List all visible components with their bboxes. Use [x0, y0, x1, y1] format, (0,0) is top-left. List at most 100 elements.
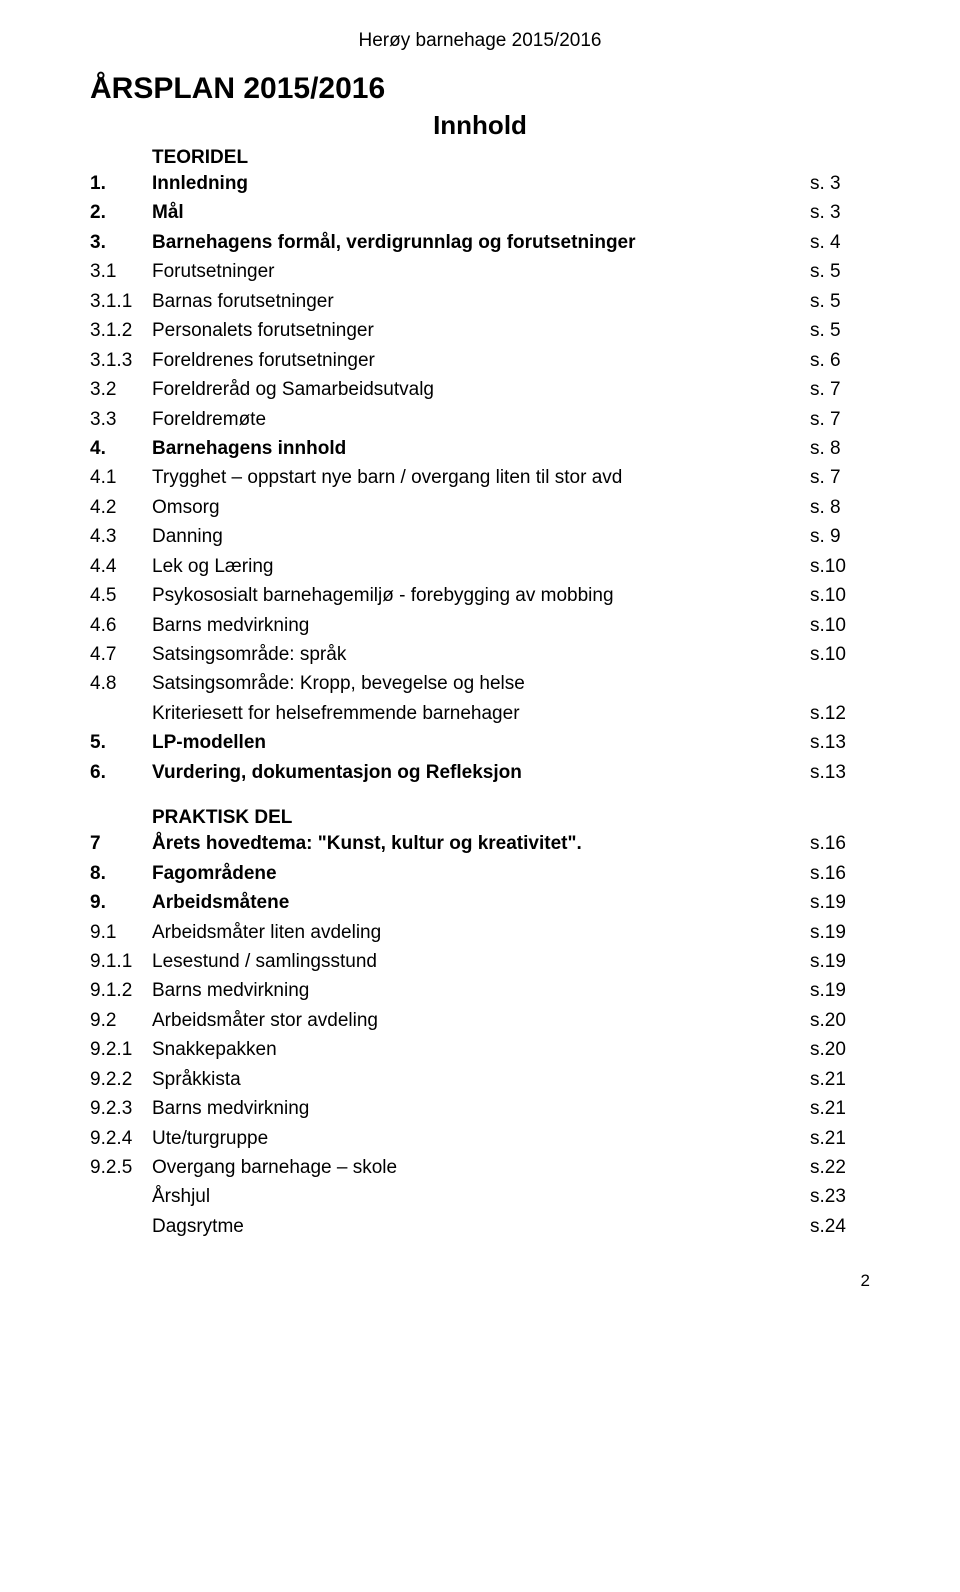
toc-row-page: s. 8 — [810, 434, 870, 463]
toc-row-label: Foreldremøte — [152, 405, 810, 434]
toc-row-label: Lesestund / samlingsstund — [152, 947, 810, 976]
toc-row-number: 9.2.4 — [90, 1124, 152, 1153]
toc-row-page: s.16 — [810, 829, 870, 858]
toc-row: Årshjuls.23 — [90, 1182, 870, 1211]
toc-row-number: 9.2 — [90, 1006, 152, 1035]
toc-row-page: s.12 — [810, 699, 870, 728]
toc-row: 7Årets hovedtema: "Kunst, kultur og krea… — [90, 829, 870, 858]
toc-row-label: Arbeidsmåter stor avdeling — [152, 1006, 810, 1035]
toc-row-number: 5. — [90, 728, 152, 757]
toc-row-number: 3.2 — [90, 375, 152, 404]
toc-row-label: Trygghet – oppstart nye barn / overgang … — [152, 463, 810, 492]
toc-row: Kriteriesett for helsefremmende barnehag… — [90, 699, 870, 728]
section-heading-praktisk: PRAKTISK DEL — [152, 807, 870, 829]
toc-row-label: LP-modellen — [152, 728, 810, 757]
toc-row-page: s.24 — [810, 1212, 870, 1241]
toc-row: 9.2.2Språkkistas.21 — [90, 1065, 870, 1094]
toc-row-label: Årshjul — [152, 1182, 810, 1211]
toc-row-page: s.16 — [810, 859, 870, 888]
toc-row-number: 9.2.1 — [90, 1035, 152, 1064]
toc-row: 4.1Trygghet – oppstart nye barn / overga… — [90, 463, 870, 492]
toc-row-number: 4.8 — [90, 669, 152, 698]
toc-row-number: 4.6 — [90, 611, 152, 640]
toc-row-page: s. 7 — [810, 405, 870, 434]
document-subtitle: Innhold — [90, 110, 870, 141]
toc-row-number: 9. — [90, 888, 152, 917]
toc-row-page: s.13 — [810, 758, 870, 787]
toc-row-label: Ute/turgruppe — [152, 1124, 810, 1153]
toc-row: 4.3Dannings. 9 — [90, 522, 870, 551]
toc-row-label: Lek og Læring — [152, 552, 810, 581]
toc-row-page: s.23 — [810, 1182, 870, 1211]
toc-row-label: Årets hovedtema: "Kunst, kultur og kreat… — [152, 829, 810, 858]
document-title: ÅRSPLAN 2015/2016 — [90, 72, 870, 106]
toc-row-number: 4.2 — [90, 493, 152, 522]
toc-row-page: s.13 — [810, 728, 870, 757]
toc-row-number: 2. — [90, 198, 152, 227]
toc-row-label: Barns medvirkning — [152, 1094, 810, 1123]
toc-row-label: Satsingsområde: språk — [152, 640, 810, 669]
toc-row-number: 3.3 — [90, 405, 152, 434]
section-gap — [90, 787, 870, 805]
toc-row-number: 9.2.2 — [90, 1065, 152, 1094]
toc-row-page: s.21 — [810, 1094, 870, 1123]
toc-row-number: 3.1.1 — [90, 287, 152, 316]
toc-row-page: s. 3 — [810, 169, 870, 198]
toc-row: 3.2Foreldreråd og Samarbeidsutvalgs. 7 — [90, 375, 870, 404]
toc-row-label: Barnehagens formål, verdigrunnlag og for… — [152, 228, 810, 257]
toc-row-label: Arbeidsmåter liten avdeling — [152, 918, 810, 947]
toc-row-label: Foreldrenes forutsetninger — [152, 346, 810, 375]
toc-row-label: Språkkista — [152, 1065, 810, 1094]
toc-row-label: Psykososialt barnehagemiljø - forebyggin… — [152, 581, 810, 610]
toc-row-number: 9.1.1 — [90, 947, 152, 976]
document-page: Herøy barnehage 2015/2016 ÅRSPLAN 2015/2… — [0, 0, 960, 1331]
toc-row: 9.2Arbeidsmåter stor avdelings.20 — [90, 1006, 870, 1035]
toc-row-label: Mål — [152, 198, 810, 227]
toc-row-number: 4.3 — [90, 522, 152, 551]
toc-row: 9.Arbeidsmåtenes.19 — [90, 888, 870, 917]
toc-row-label: Foreldreråd og Samarbeidsutvalg — [152, 375, 810, 404]
toc-row: 8.Fagområdenes.16 — [90, 859, 870, 888]
toc-row-number: 6. — [90, 758, 152, 787]
toc-row-page: s. 9 — [810, 522, 870, 551]
toc-row-page: s. 5 — [810, 287, 870, 316]
toc-row: 9.2.5Overgang barnehage – skoles.22 — [90, 1153, 870, 1182]
toc-row-number: 9.2.3 — [90, 1094, 152, 1123]
toc-row-page: s. 3 — [810, 198, 870, 227]
toc-row-page: s.10 — [810, 552, 870, 581]
toc-row: 4.4 Lek og Lærings.10 — [90, 552, 870, 581]
toc-row-page: s.20 — [810, 1035, 870, 1064]
toc-row: 9.1.2Barns medvirknings.19 — [90, 976, 870, 1005]
toc-row-label: Omsorg — [152, 493, 810, 522]
toc-row: 1.Innlednings. 3 — [90, 169, 870, 198]
toc-row-label: Vurdering, dokumentasjon og Refleksjon — [152, 758, 810, 787]
toc-row: 3.1.2Personalets forutsetningers. 5 — [90, 316, 870, 345]
toc-row-page: s. 7 — [810, 463, 870, 492]
toc-row: 3.1.3Foreldrenes forutsetningers. 6 — [90, 346, 870, 375]
toc-row-number: 9.1 — [90, 918, 152, 947]
toc-row: 9.1Arbeidsmåter liten avdelings.19 — [90, 918, 870, 947]
toc-row-page: s. 5 — [810, 257, 870, 286]
toc-section-1: 1.Innlednings. 32.Måls. 33.Barnehagens f… — [90, 169, 870, 787]
toc-row-page: s.19 — [810, 976, 870, 1005]
toc-row-label: Kriteriesett for helsefremmende barnehag… — [152, 699, 810, 728]
toc-row-label: Satsingsområde: Kropp, bevegelse og hels… — [152, 669, 810, 698]
page-header: Herøy barnehage 2015/2016 — [90, 30, 870, 52]
toc-row-label: Barnas forutsetninger — [152, 287, 810, 316]
toc-row-label: Danning — [152, 522, 810, 551]
toc-row-number: 4.1 — [90, 463, 152, 492]
toc-row-number: 9.2.5 — [90, 1153, 152, 1182]
toc-row-page: s. 5 — [810, 316, 870, 345]
toc-row: 4.2Omsorgs. 8 — [90, 493, 870, 522]
toc-row-page: s.19 — [810, 888, 870, 917]
toc-row-number: 3.1 — [90, 257, 152, 286]
toc-row: 3.Barnehagens formål, verdigrunnlag og f… — [90, 228, 870, 257]
toc-row: 4.Barnehagens innholds. 8 — [90, 434, 870, 463]
toc-row: 4.6Barns medvirknings.10 — [90, 611, 870, 640]
toc-row-label: Forutsetninger — [152, 257, 810, 286]
toc-row: 4.8Satsingsområde: Kropp, bevegelse og h… — [90, 669, 870, 698]
toc-row-page: s.10 — [810, 611, 870, 640]
toc-row-number: 9.1.2 — [90, 976, 152, 1005]
toc-row: 9.2.1Snakkepakkens.20 — [90, 1035, 870, 1064]
toc-row-number: 4. — [90, 434, 152, 463]
